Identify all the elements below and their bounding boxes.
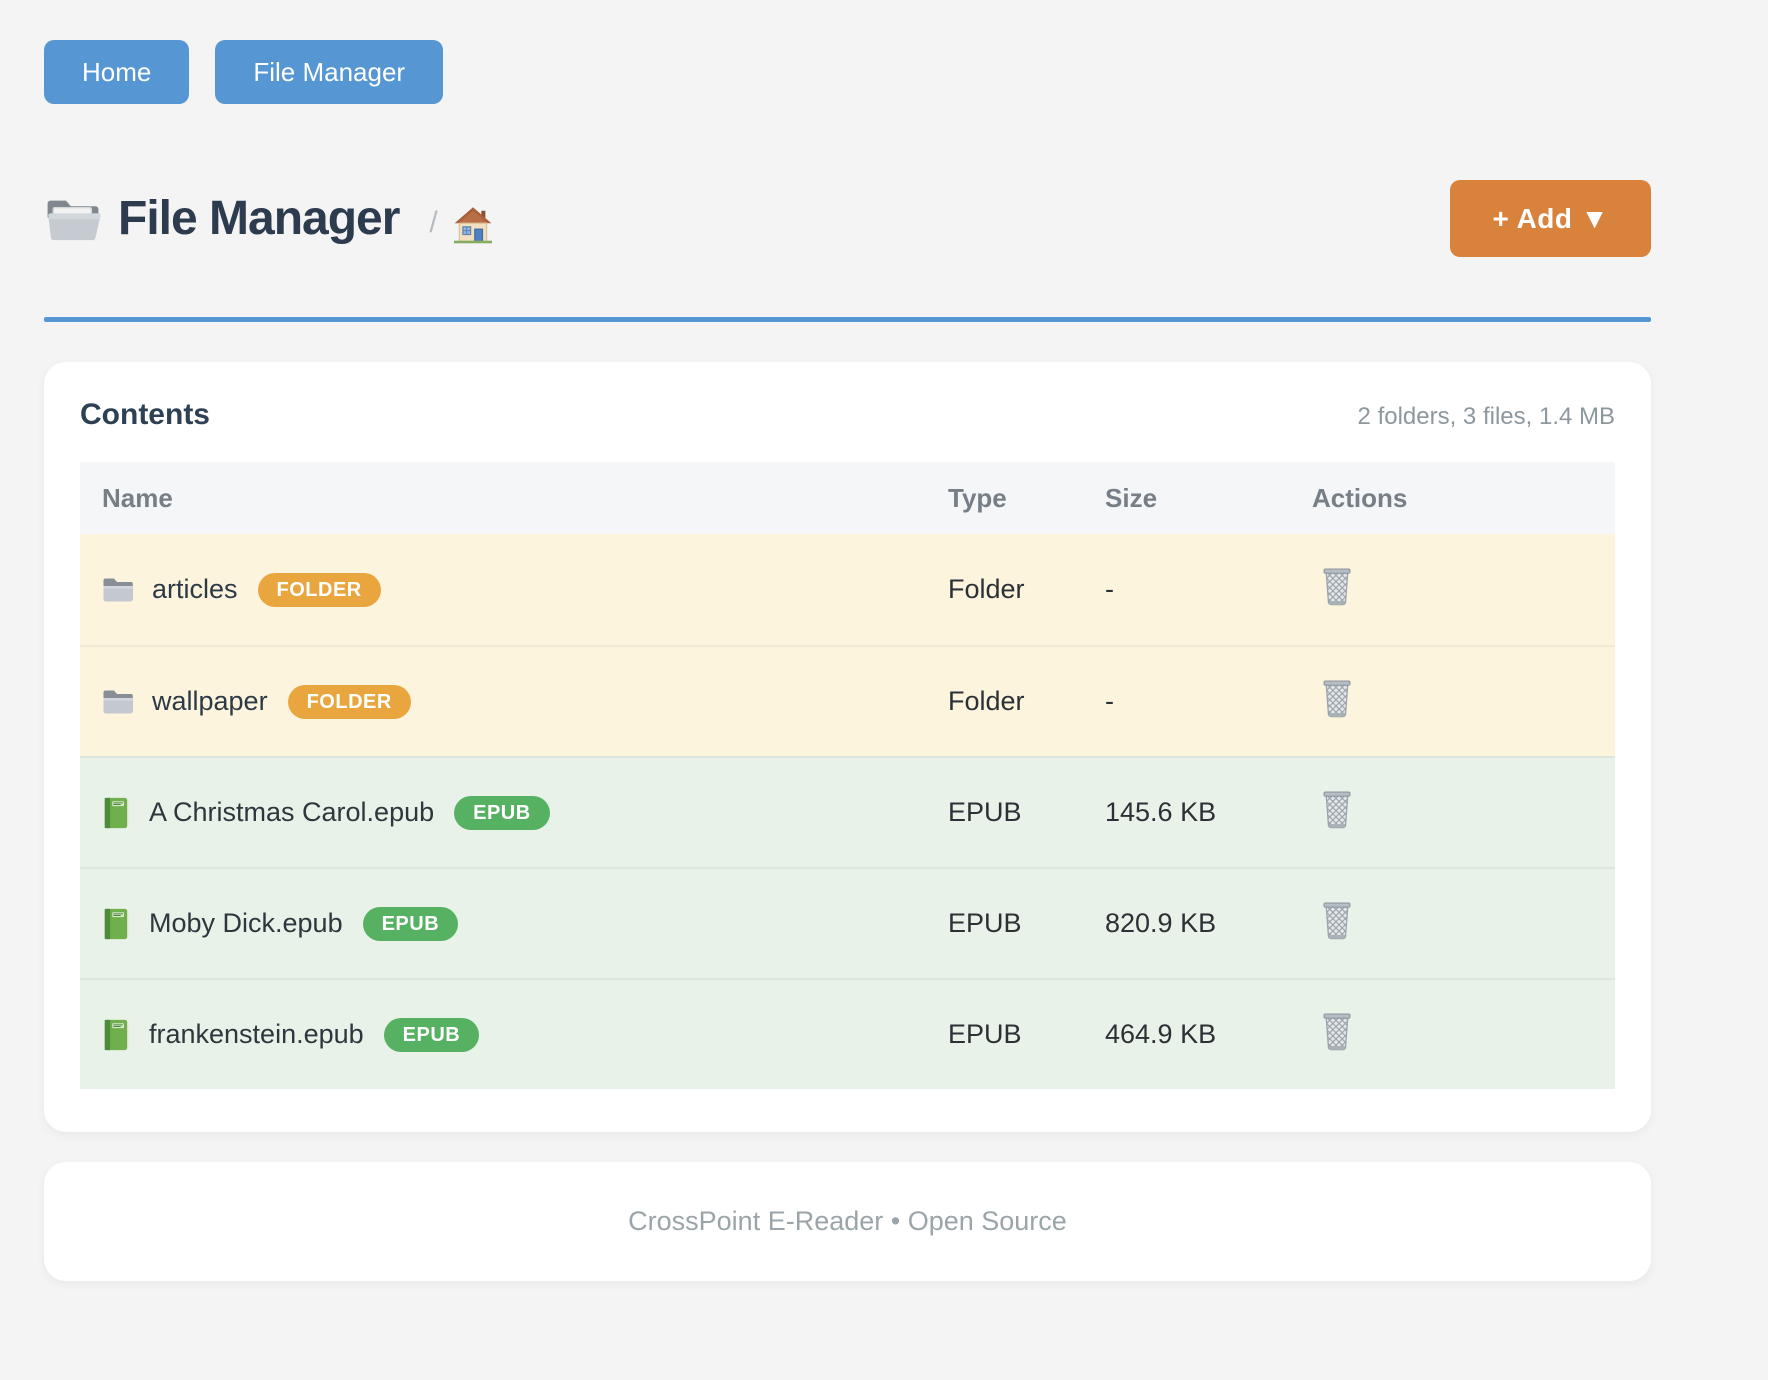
page-header: File Manager / + Add ▼ [44,180,1651,257]
folder-icon [103,578,133,601]
table-row: Moby Dick.epub EPUB EPUB 820.9 KB [80,867,1615,978]
type-badge: FOLDER [257,572,381,607]
name-cell: articles FOLDER [80,572,948,607]
delete-button[interactable] [1320,789,1354,829]
table-row: frankenstein.epub EPUB EPUB 464.9 KB [80,978,1615,1089]
delete-button[interactable] [1320,1011,1354,1051]
delete-button[interactable] [1320,678,1354,718]
name-cell: wallpaper FOLDER [80,684,948,719]
contents-title: Contents [80,398,210,431]
table-row: A Christmas Carol.epub EPUB EPUB 145.6 K… [80,756,1615,867]
type-badge: EPUB [454,795,550,830]
file-name-link[interactable]: articles [152,574,238,604]
table-body: articles FOLDER Folder - [80,534,1615,1089]
size-cell: - [1105,574,1114,604]
breadcrumb-separator: / [429,205,438,239]
open-folder-icon [47,200,101,240]
trash-icon [1323,791,1351,829]
table-row: wallpaper FOLDER Folder - [80,645,1615,756]
actions-cell [1312,1011,1615,1058]
trash-icon [1323,902,1351,940]
type-badge: EPUB [362,906,459,941]
contents-summary: 2 folders, 3 files, 1.4 MB [1357,403,1615,430]
footer: CrossPoint E-Reader • Open Source [44,1162,1651,1281]
contents-header: Contents 2 folders, 3 files, 1.4 MB [80,398,1615,432]
file-manager-button[interactable]: File Manager [215,40,444,104]
type-cell: EPUB [948,1019,1022,1049]
file-table: Name Type Size Actions articles FOLDER [80,462,1615,1089]
size-cell: - [1105,686,1114,716]
top-nav: Home File Manager [44,0,1651,104]
name-cell: Moby Dick.epub EPUB [80,906,948,941]
house-icon[interactable] [453,206,492,244]
green-book-icon [104,1019,129,1050]
size-cell: 820.9 KB [1105,908,1217,938]
home-button[interactable]: Home [44,40,190,104]
name-cell: A Christmas Carol.epub EPUB [80,795,948,830]
trash-icon [1323,680,1351,718]
delete-button[interactable] [1320,566,1354,606]
title-group: File Manager / [44,191,492,246]
add-button[interactable]: + Add ▼ [1450,180,1651,257]
page-title: File Manager [118,192,400,245]
header-divider [44,317,1651,322]
type-cell: Folder [948,686,1025,716]
contents-card: Contents 2 folders, 3 files, 1.4 MB Name… [44,362,1651,1132]
file-name-link[interactable]: Moby Dick.epub [149,908,343,938]
delete-button[interactable] [1320,900,1354,940]
file-name-link[interactable]: frankenstein.epub [149,1019,364,1049]
column-header-actions: Actions [1312,482,1408,513]
type-cell: Folder [948,574,1025,604]
type-badge: FOLDER [287,684,411,719]
type-cell: EPUB [948,908,1022,938]
footer-text: CrossPoint E-Reader • Open Source [628,1206,1067,1236]
actions-cell [1312,566,1615,613]
file-name-link[interactable]: wallpaper [152,686,268,716]
trash-icon [1323,1013,1351,1051]
type-cell: EPUB [948,797,1022,827]
actions-cell [1312,789,1615,836]
column-header-type: Type [948,482,1007,513]
file-name-link[interactable]: A Christmas Carol.epub [149,797,435,827]
size-cell: 464.9 KB [1105,1019,1217,1049]
table-header-row: Name Type Size Actions [80,462,1615,534]
column-header-name: Name [102,482,173,513]
column-header-size: Size [1105,482,1158,513]
folder-icon [103,690,133,713]
page-container: Home File Manager File Manager / [44,0,1651,1281]
size-cell: 145.6 KB [1105,797,1217,827]
table-row: articles FOLDER Folder - [80,534,1615,645]
actions-cell [1312,678,1615,725]
type-badge: EPUB [383,1017,480,1052]
actions-cell [1312,900,1615,947]
green-book-icon [104,908,129,939]
trash-icon [1323,568,1351,606]
green-book-icon [104,797,129,828]
name-cell: frankenstein.epub EPUB [80,1017,948,1052]
